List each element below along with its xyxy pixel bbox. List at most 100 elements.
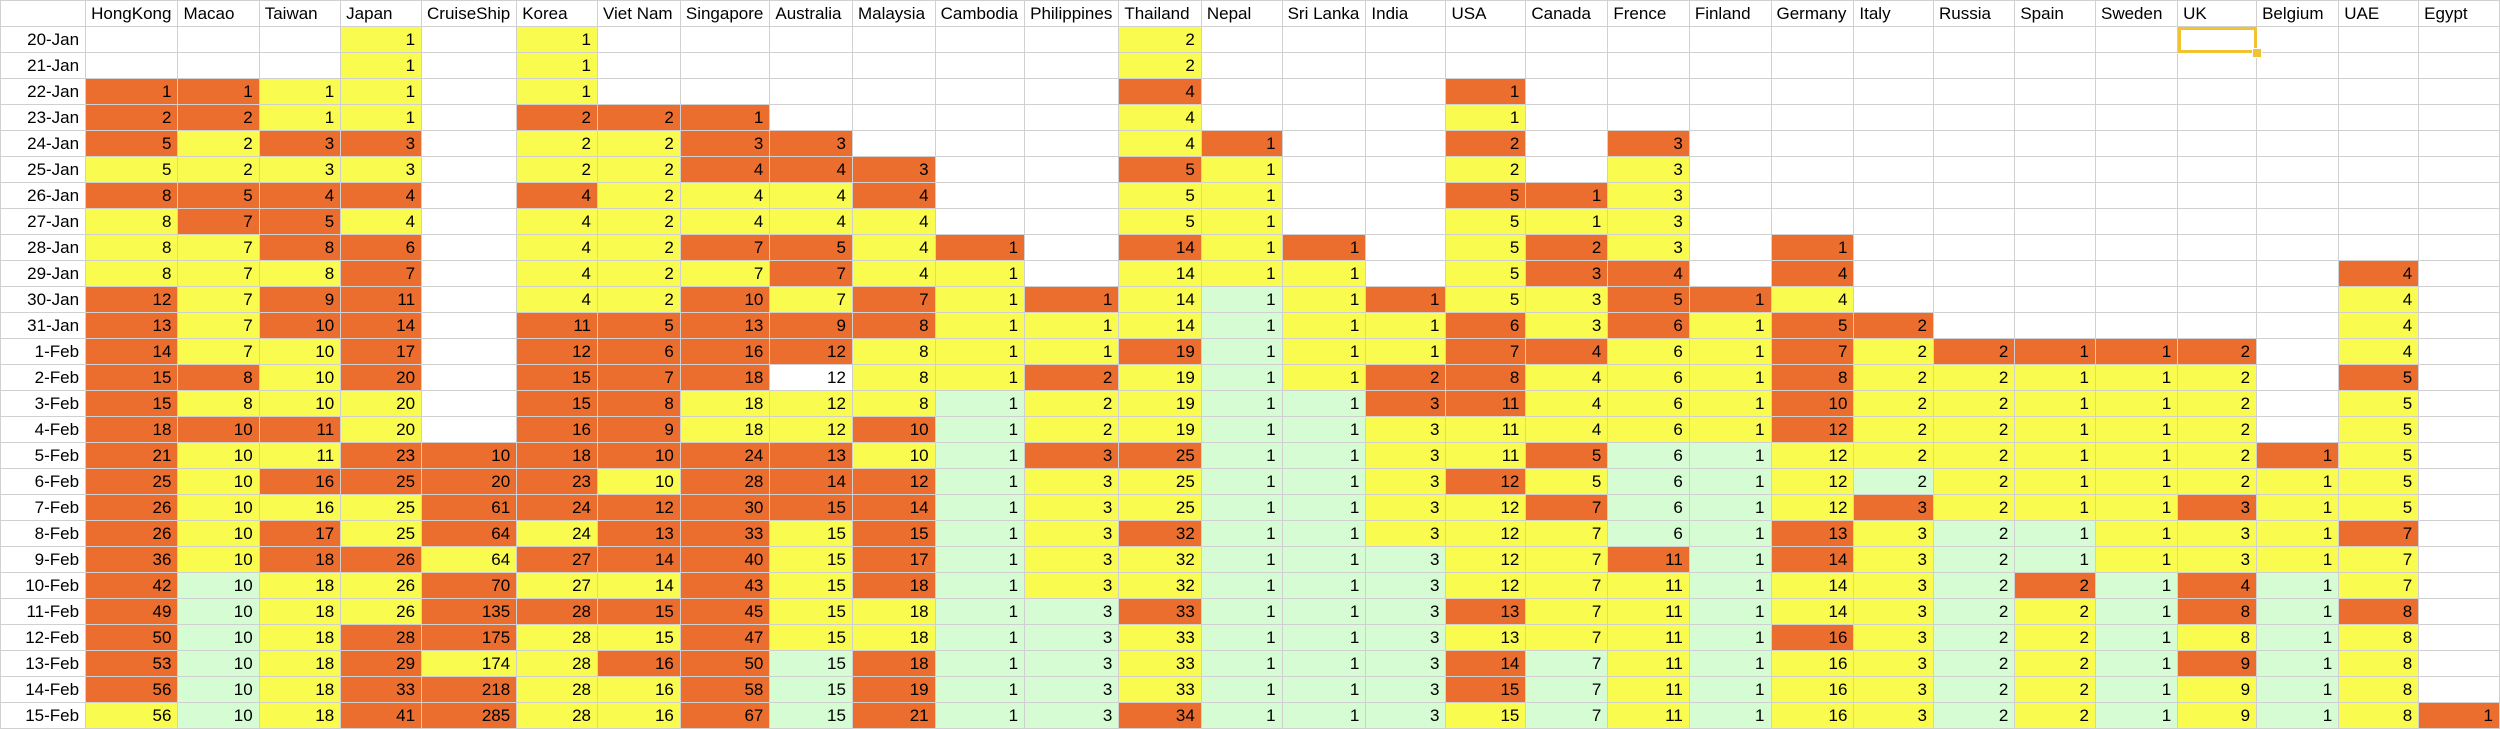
data-cell[interactable]: 18 <box>85 416 179 443</box>
data-cell[interactable]: 5 <box>2338 468 2420 495</box>
data-cell[interactable] <box>2014 260 2096 287</box>
data-cell[interactable] <box>769 78 853 105</box>
data-cell[interactable]: 1 <box>1200 234 1283 261</box>
data-cell[interactable]: 3 <box>1525 286 1609 313</box>
data-cell[interactable]: 1 <box>1024 312 1120 339</box>
data-cell[interactable] <box>851 130 936 157</box>
data-cell[interactable] <box>258 52 342 79</box>
data-cell[interactable]: 1 <box>1688 338 1772 365</box>
data-cell[interactable] <box>1688 104 1772 131</box>
data-cell[interactable]: 40 <box>679 546 771 573</box>
data-cell[interactable] <box>2094 104 2179 131</box>
data-cell[interactable]: 33 <box>1118 624 1202 651</box>
data-cell[interactable]: 26 <box>85 494 179 521</box>
data-cell[interactable] <box>1024 260 1120 287</box>
data-cell[interactable] <box>1853 156 1934 183</box>
data-cell[interactable] <box>2014 182 2096 209</box>
data-cell[interactable]: 7 <box>1525 546 1609 573</box>
data-cell[interactable] <box>2338 182 2420 209</box>
data-cell[interactable]: 2 <box>1445 130 1527 157</box>
data-cell[interactable]: 19 <box>1118 338 1202 365</box>
data-cell[interactable]: 1 <box>2094 676 2179 703</box>
data-cell[interactable]: 4 <box>1525 416 1609 443</box>
data-cell[interactable]: 5 <box>1770 312 1855 339</box>
data-cell[interactable]: 26 <box>340 598 423 625</box>
row-date-cell[interactable]: 27-Jan <box>0 208 87 235</box>
data-cell[interactable] <box>177 52 260 79</box>
data-cell[interactable]: 8 <box>2338 650 2420 677</box>
data-cell[interactable] <box>1770 156 1855 183</box>
data-cell[interactable]: 4 <box>1607 260 1690 287</box>
column-header[interactable]: Australia <box>769 0 853 27</box>
data-cell[interactable] <box>2256 416 2340 443</box>
data-cell[interactable]: 4 <box>851 182 936 209</box>
data-cell[interactable]: 4 <box>516 208 598 235</box>
data-cell[interactable]: 14 <box>1118 286 1202 313</box>
data-cell[interactable]: 10 <box>258 390 342 417</box>
data-cell[interactable]: 8 <box>177 364 260 391</box>
data-cell[interactable] <box>1932 26 2016 53</box>
data-cell[interactable]: 1 <box>1445 78 1527 105</box>
data-cell[interactable]: 1 <box>1200 286 1283 313</box>
data-cell[interactable]: 10 <box>679 286 771 313</box>
data-cell[interactable]: 3 <box>1365 546 1447 573</box>
data-cell[interactable]: 1 <box>1688 494 1772 521</box>
data-cell[interactable]: 1 <box>1688 676 1772 703</box>
column-header[interactable]: CruiseShip <box>421 0 518 27</box>
data-cell[interactable]: 58 <box>679 676 771 703</box>
data-cell[interactable]: 8 <box>2338 702 2420 729</box>
data-cell[interactable]: 2 <box>1932 416 2016 443</box>
data-cell[interactable]: 10 <box>258 338 342 365</box>
data-cell[interactable]: 15 <box>769 676 853 703</box>
data-cell[interactable]: 1 <box>2014 520 2096 547</box>
data-cell[interactable]: 6 <box>1607 468 1690 495</box>
data-cell[interactable]: 3 <box>2177 546 2258 573</box>
data-cell[interactable] <box>2177 156 2258 183</box>
data-cell[interactable]: 11 <box>1445 442 1527 469</box>
data-cell[interactable]: 15 <box>1445 702 1527 729</box>
data-cell[interactable]: 16 <box>596 702 681 729</box>
data-cell[interactable]: 20 <box>421 468 518 495</box>
data-cell[interactable]: 1 <box>1770 234 1855 261</box>
data-cell[interactable] <box>2014 286 2096 313</box>
data-cell[interactable]: 14 <box>596 572 681 599</box>
data-cell[interactable] <box>2256 156 2340 183</box>
data-cell[interactable]: 18 <box>851 598 936 625</box>
data-cell[interactable]: 7 <box>177 260 260 287</box>
data-cell[interactable] <box>851 52 936 79</box>
data-cell[interactable]: 1 <box>2094 702 2179 729</box>
data-cell[interactable]: 15 <box>769 546 853 573</box>
data-cell[interactable]: 12 <box>769 364 853 391</box>
data-cell[interactable]: 2 <box>1118 52 1202 79</box>
data-cell[interactable]: 7 <box>177 234 260 261</box>
data-cell[interactable]: 2 <box>1932 650 2016 677</box>
data-cell[interactable]: 25 <box>1118 442 1202 469</box>
data-cell[interactable] <box>2418 624 2500 651</box>
data-cell[interactable]: 2 <box>2014 676 2096 703</box>
data-cell[interactable]: 12 <box>769 390 853 417</box>
data-cell[interactable]: 1 <box>1688 546 1772 573</box>
data-cell[interactable]: 3 <box>340 156 423 183</box>
data-cell[interactable]: 1 <box>1281 624 1367 651</box>
data-cell[interactable]: 1 <box>2094 572 2179 599</box>
data-cell[interactable] <box>934 104 1026 131</box>
data-cell[interactable]: 2 <box>1932 546 2016 573</box>
data-cell[interactable]: 25 <box>1118 468 1202 495</box>
data-cell[interactable]: 3 <box>1853 494 1934 521</box>
data-cell[interactable]: 3 <box>1607 156 1690 183</box>
data-cell[interactable]: 14 <box>851 494 936 521</box>
data-cell[interactable] <box>2014 208 2096 235</box>
data-cell[interactable]: 1 <box>934 286 1026 313</box>
row-date-cell[interactable]: 22-Jan <box>0 78 87 105</box>
data-cell[interactable]: 14 <box>1770 598 1855 625</box>
data-cell[interactable]: 2 <box>1853 338 1934 365</box>
data-cell[interactable]: 18 <box>258 702 342 729</box>
data-cell[interactable]: 1 <box>2418 702 2500 729</box>
row-date-cell[interactable]: 13-Feb <box>0 650 87 677</box>
data-cell[interactable]: 14 <box>1118 234 1202 261</box>
data-cell[interactable] <box>1445 52 1527 79</box>
data-cell[interactable]: 2 <box>1853 442 1934 469</box>
data-cell[interactable] <box>421 286 518 313</box>
data-cell[interactable] <box>2256 26 2340 53</box>
data-cell[interactable] <box>1024 156 1120 183</box>
